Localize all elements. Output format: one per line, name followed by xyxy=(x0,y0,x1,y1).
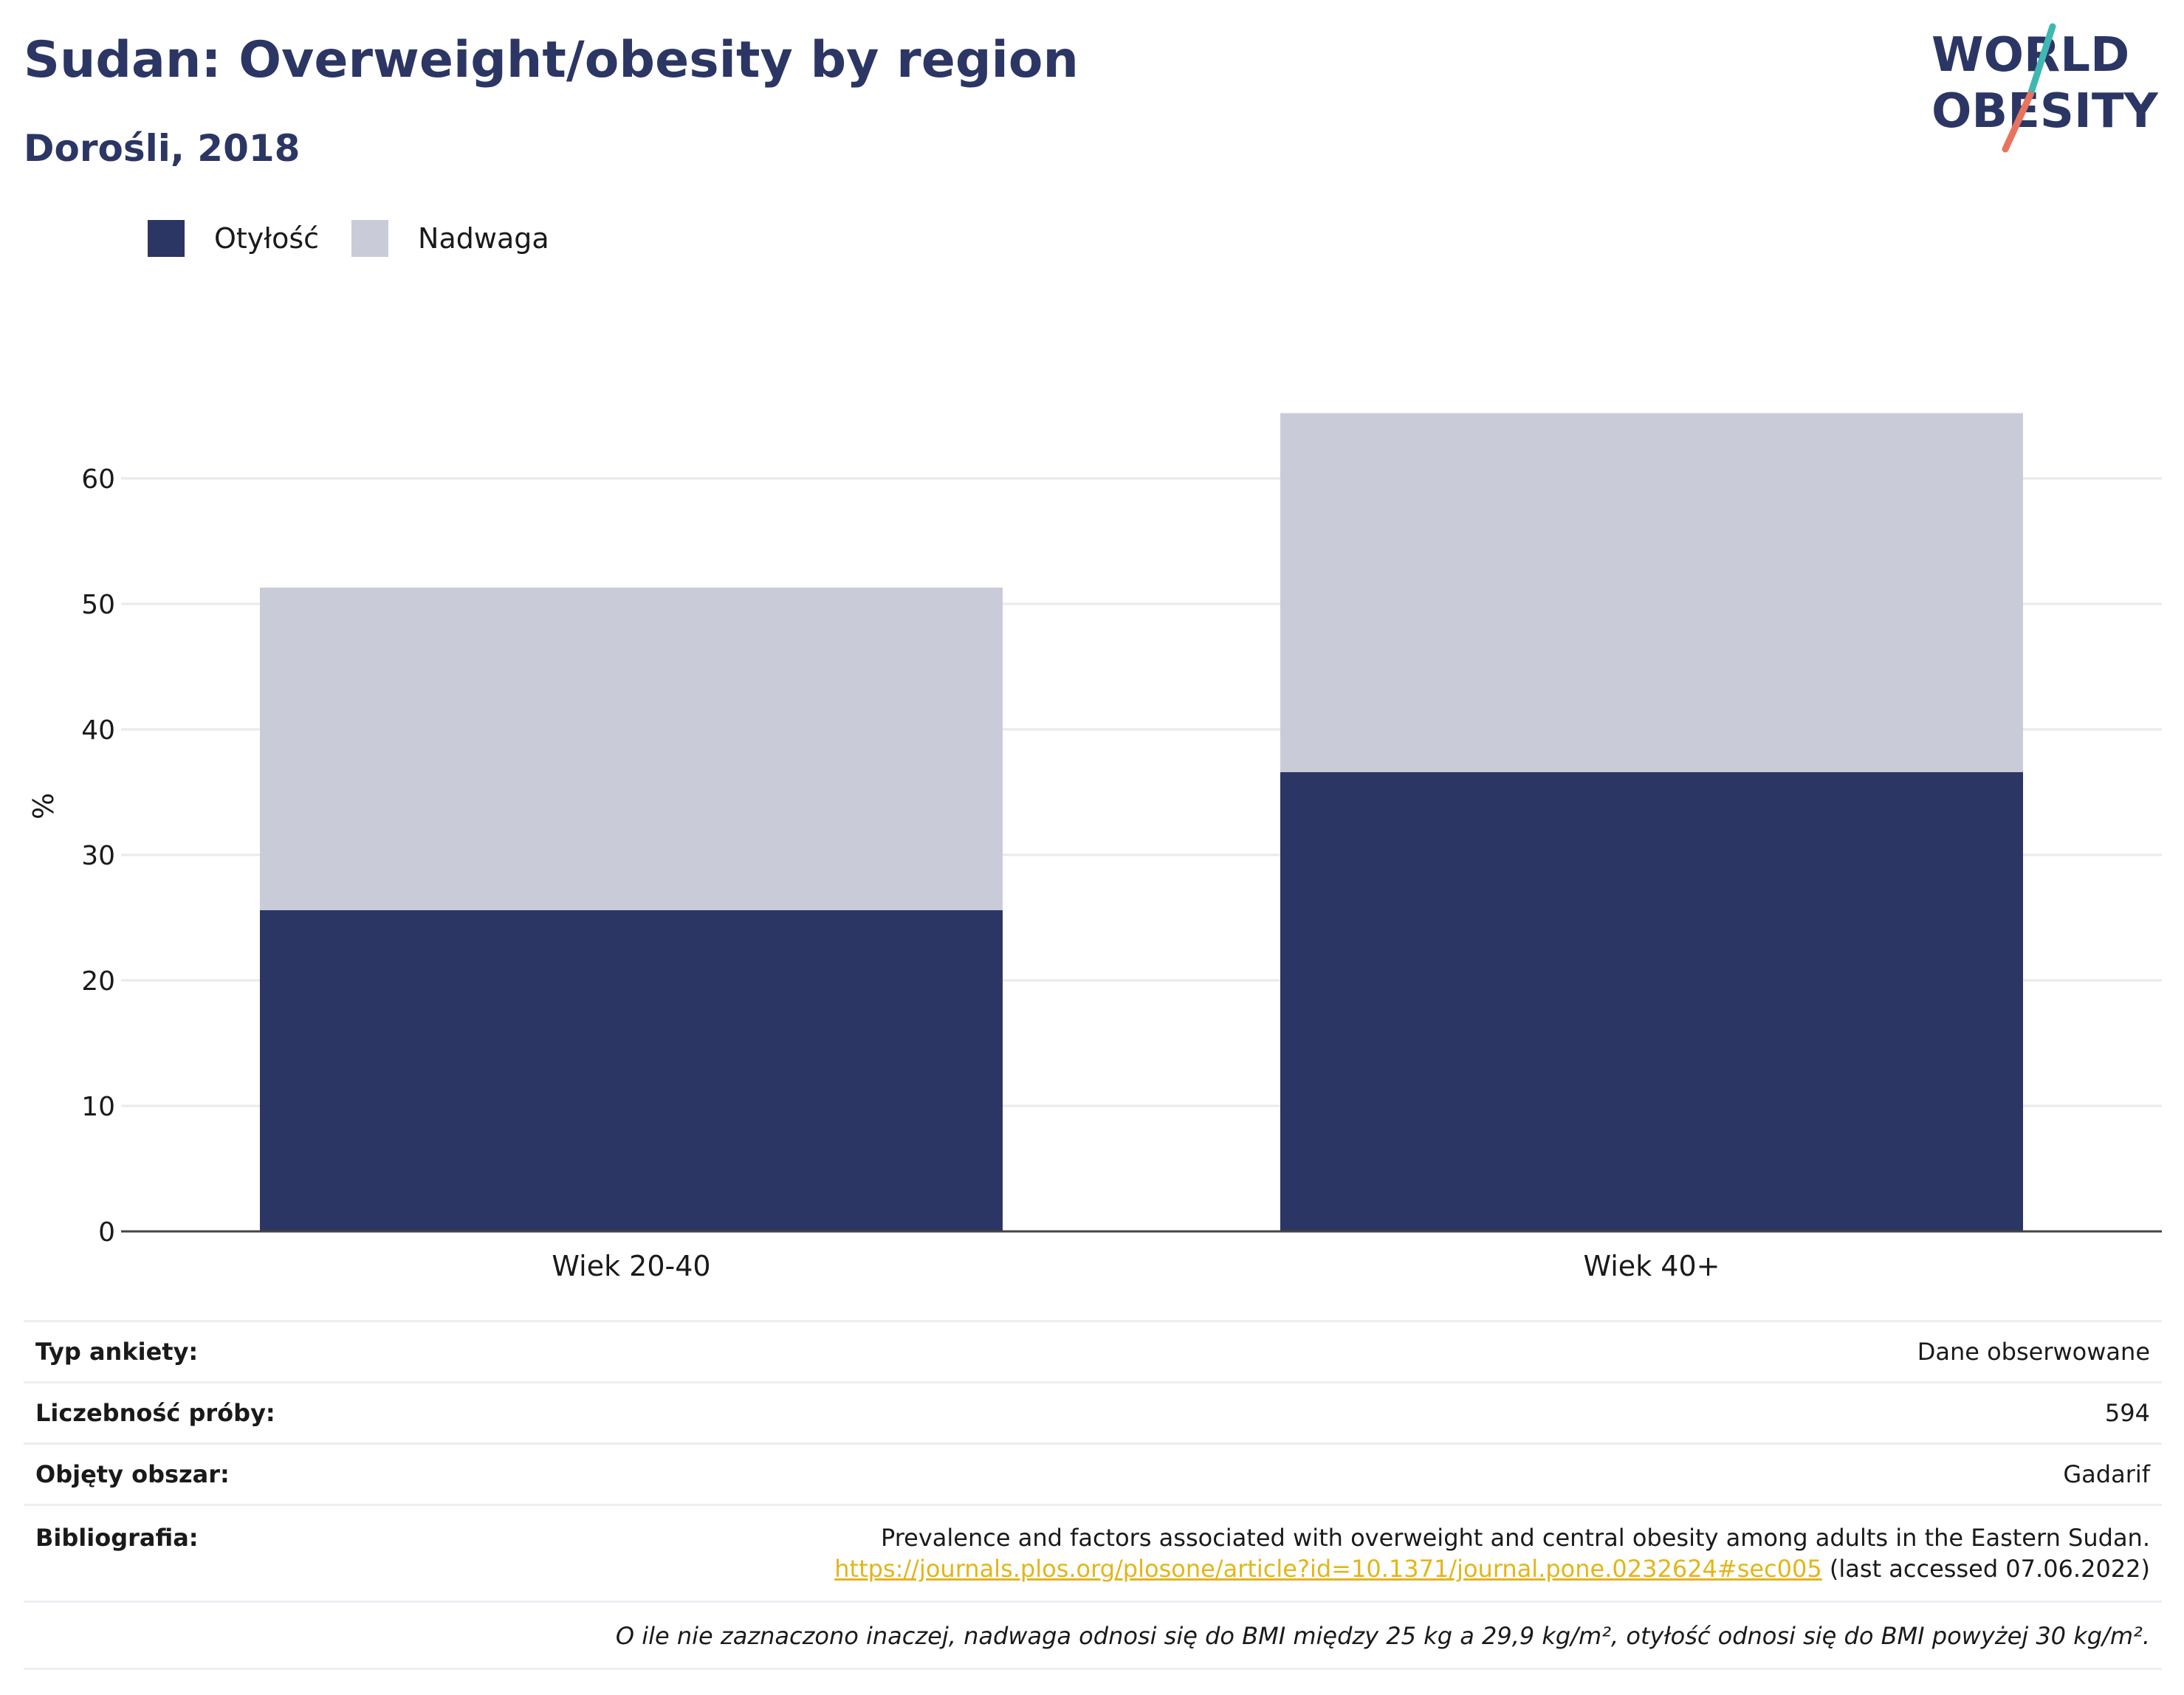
survey-type-value: Dane obserwowane xyxy=(490,1320,2162,1383)
info-row-note: O ile nie zaznaczono inaczej, nadwaga od… xyxy=(24,1601,2162,1670)
y-tick-label-20: 20 xyxy=(81,966,115,997)
sample-size-value: 594 xyxy=(490,1381,2162,1444)
legend-label-otylosc: Otyłość xyxy=(214,222,320,255)
legend-item-otylosc[interactable]: Otyłość xyxy=(148,220,319,257)
logo-line2: OBESITY xyxy=(1931,84,2158,139)
bibliography-text: Prevalence and factors associated with o… xyxy=(880,1524,2150,1552)
legend-swatch-otylosc xyxy=(148,220,185,257)
y-tick-label-0: 0 xyxy=(98,1217,115,1248)
stacked-bar-chart: 0 10 20 30 40 50 60 Wiek 20-40 Wiek 40+ % xyxy=(27,413,2162,1282)
bibliography-link[interactable]: https://journals.plos.org/plosone/articl… xyxy=(834,1555,1822,1583)
area-label: Objęty obszar: xyxy=(24,1443,490,1505)
area-value: Gadarif xyxy=(490,1443,2162,1505)
y-tick-label-50: 50 xyxy=(81,590,115,620)
bar-nadwaga-2[interactable] xyxy=(1280,413,2023,772)
bibliography-accessed: (last accessed 07.06.2022) xyxy=(1829,1555,2150,1583)
survey-type-label: Typ ankiety: xyxy=(24,1320,490,1383)
bars xyxy=(260,413,2023,1231)
legend-item-nadwaga[interactable]: Nadwaga xyxy=(351,220,549,257)
logo-line1: WORLD xyxy=(1931,28,2129,83)
y-axis-title: % xyxy=(27,793,60,819)
y-tick-label-40: 40 xyxy=(81,715,115,746)
footnote-definition: O ile nie zaznaczono inaczej, nadwaga od… xyxy=(615,1622,2150,1650)
chart-title: Sudan: Overweight/obesity by region xyxy=(24,31,1079,89)
info-row-area: Objęty obszar: Gadarif xyxy=(24,1443,2162,1505)
logo-slash-teal xyxy=(2027,23,2056,98)
x-tick-label-1: Wiek 20-40 xyxy=(552,1250,710,1282)
sample-size-label: Liczebność próby: xyxy=(24,1381,490,1444)
chart-subtitle: Dorośli, 2018 xyxy=(24,127,301,170)
info-row-survey-type: Typ ankiety: Dane obserwowane xyxy=(24,1320,2162,1383)
legend-swatch-nadwaga xyxy=(351,220,389,257)
y-tick-label-30: 30 xyxy=(81,841,115,871)
chart-legend: Otyłość Nadwaga xyxy=(148,219,582,258)
world-obesity-logo: WORLD OBESITY xyxy=(1931,23,2158,153)
info-row-sample-size: Liczebność próby: 594 xyxy=(24,1381,2162,1444)
y-tick-label-60: 60 xyxy=(81,464,115,495)
legend-label-nadwaga: Nadwaga xyxy=(418,222,549,255)
bar-otylosc-1[interactable] xyxy=(260,910,1003,1231)
logo-slash-coral xyxy=(2002,91,2034,153)
info-row-bibliography: Bibliografia: Prevalence and factors ass… xyxy=(24,1504,2162,1602)
y-tick-label-10: 10 xyxy=(81,1092,115,1122)
bibliography-label: Bibliografia: xyxy=(24,1504,490,1602)
info-table: Typ ankiety: Dane obserwowane Liczebność… xyxy=(24,1320,2162,1670)
bar-otylosc-2[interactable] xyxy=(1280,771,2023,1231)
axes: 0 10 20 30 40 50 60 Wiek 20-40 Wiek 40+ xyxy=(81,464,2162,1282)
x-tick-label-2: Wiek 40+ xyxy=(1584,1250,1720,1282)
bar-nadwaga-1[interactable] xyxy=(260,587,1003,910)
